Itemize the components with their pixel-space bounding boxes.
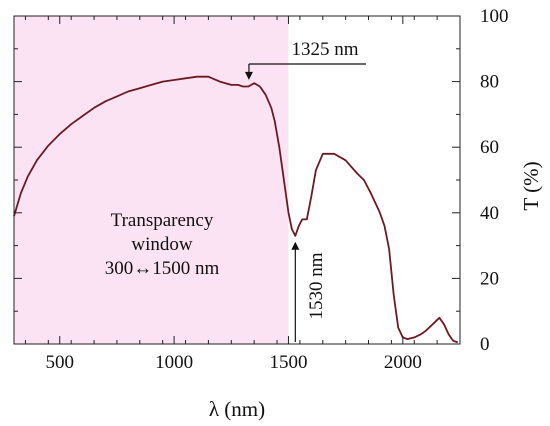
y-tick-label: 40 xyxy=(480,203,499,224)
y-tick-label: 100 xyxy=(480,6,509,27)
band-label-line: window xyxy=(131,234,193,255)
y-tick-label: 60 xyxy=(480,137,499,158)
annot-1530-label: 1530 nm xyxy=(306,252,327,319)
x-tick-label: 1500 xyxy=(269,352,307,373)
x-tick-label: 2000 xyxy=(384,352,422,373)
y-tick-label: 20 xyxy=(480,268,499,289)
annot-1530-arrowhead xyxy=(291,241,300,250)
transparency-band xyxy=(14,16,289,344)
x-axis-title: λ (nm) xyxy=(209,397,265,421)
annot-1325-label: 1325 nm xyxy=(291,39,358,60)
y-axis-title: T (%) xyxy=(519,161,543,210)
band-label-line: Transparency xyxy=(111,210,214,231)
y-tick-label: 80 xyxy=(480,72,499,93)
y-tick-label: 0 xyxy=(480,334,490,355)
series-line-0 xyxy=(13,75,459,344)
x-tick-label: 1000 xyxy=(155,352,193,373)
band-label-line: 300↔1500 nm xyxy=(105,258,220,279)
x-tick-label: 500 xyxy=(45,352,74,373)
annot-1325-arrowhead xyxy=(244,71,253,80)
